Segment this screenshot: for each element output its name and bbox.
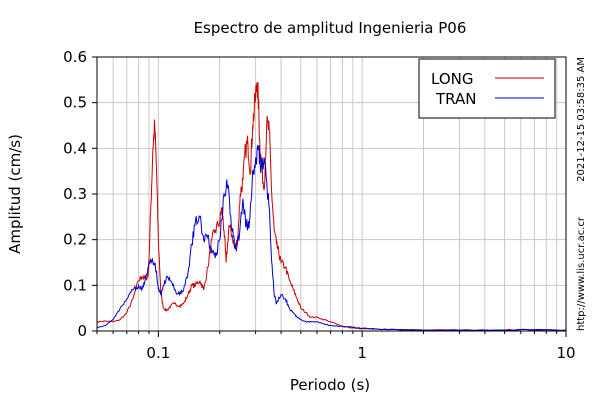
legend: LONG TRAN xyxy=(418,58,556,119)
y-tick-label-1: 0.1 xyxy=(63,276,87,294)
source-url-text: http://www.lis.ucr.ac.cr xyxy=(576,216,587,331)
y-tick-label-3: 0.3 xyxy=(63,185,87,203)
y-tick-label-2: 0.2 xyxy=(63,231,87,249)
y-axis-label: Amplitud (cm/s) xyxy=(6,134,24,254)
timestamp-text: 2021-12-15 03:58:35 AM xyxy=(576,57,587,182)
x-axis-label: Periodo (s) xyxy=(290,376,370,394)
y-tick-label-0: 0 xyxy=(77,322,87,340)
x-tick-label-1: 1 xyxy=(357,344,367,362)
series-line-long xyxy=(96,82,567,331)
series-line-tran xyxy=(96,145,567,331)
y-tick-label-6: 0.6 xyxy=(63,48,87,66)
y-tick-label-4: 0.4 xyxy=(63,139,87,157)
y-tick-label-5: 0.5 xyxy=(63,94,87,112)
legend-box xyxy=(418,58,556,119)
x-tick-label-0: 0.1 xyxy=(146,344,170,362)
chart-title: Espectro de amplitud Ingenieria P06 xyxy=(194,19,467,37)
tick-layer: 0 0.1 0.2 0.3 0.4 0.5 0.6 0.1 1 10 xyxy=(63,48,575,362)
x-tick-label-2: 10 xyxy=(556,344,575,362)
legend-label-long: LONG xyxy=(431,70,473,88)
series-layer xyxy=(96,82,567,331)
legend-label-tran: TRAN xyxy=(435,90,476,108)
